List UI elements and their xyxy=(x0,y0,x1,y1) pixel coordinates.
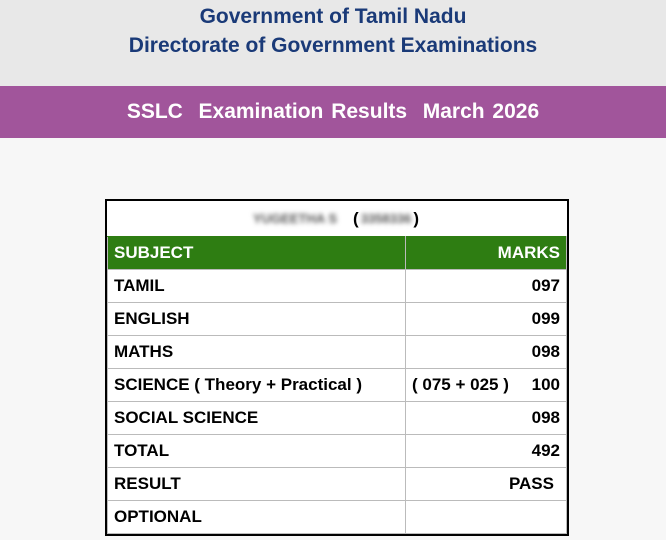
subject-cell: ENGLISH xyxy=(107,302,406,336)
table-row: SCIENCE ( Theory + Practical ) ( 075 + 0… xyxy=(107,368,567,402)
open-paren: ( xyxy=(353,208,359,228)
result-status: PASS xyxy=(405,467,567,501)
marks-cell: 097 xyxy=(405,269,567,303)
table-row: OPTIONAL xyxy=(107,500,567,534)
close-paren: ) xyxy=(413,208,419,228)
marks-column-header: MARKS xyxy=(405,236,567,270)
marks-cell: 098 xyxy=(405,401,567,435)
results-banner: SSLC Examination Results March 2026 xyxy=(0,86,666,138)
banner-title: SSLC Examination Results March 2026 xyxy=(126,100,540,123)
table-row: MATHS 098 xyxy=(107,335,567,369)
marks-table-header: SUBJECT MARKS xyxy=(107,236,567,270)
subject-column-header: SUBJECT xyxy=(107,236,406,270)
marks-cell: 099 xyxy=(405,302,567,336)
page-header: Government of Tamil Nadu Directorate of … xyxy=(0,0,666,86)
subject-cell: OPTIONAL xyxy=(107,500,406,534)
subject-cell: SOCIAL SCIENCE xyxy=(107,401,406,435)
student-name: YUGEETHA S xyxy=(253,211,338,226)
marks-cell: ( 075 + 025 ) 100 xyxy=(405,368,567,402)
table-row: RESULT PASS xyxy=(107,467,567,501)
marks-cell: 492 xyxy=(405,434,567,468)
table-row: TAMIL 097 xyxy=(107,269,567,303)
table-row: TOTAL 492 xyxy=(107,434,567,468)
subject-cell: TOTAL xyxy=(107,434,406,468)
student-identity-row: YUGEETHA S ( 3358336 ) xyxy=(107,201,567,236)
subject-cell: SCIENCE ( Theory + Practical ) xyxy=(107,368,406,402)
marks-cell: 098 xyxy=(405,335,567,369)
table-row: ENGLISH 099 xyxy=(107,302,567,336)
table-row: SOCIAL SCIENCE 098 xyxy=(107,401,567,435)
register-number: 3358336 xyxy=(360,211,412,226)
header-line-government: Government of Tamil Nadu xyxy=(199,5,467,28)
marks-table: SUBJECT MARKS TAMIL 097 ENGLISH 099 MATH… xyxy=(107,236,567,534)
subject-cell: RESULT xyxy=(107,467,406,501)
science-breakdown: ( 075 + 025 ) xyxy=(412,375,509,394)
science-total: 100 xyxy=(531,375,560,394)
marks-cell xyxy=(405,500,567,534)
subject-cell: MATHS xyxy=(107,335,406,369)
results-card: YUGEETHA S ( 3358336 ) SUBJECT MARKS TAM… xyxy=(105,199,569,536)
subject-cell: TAMIL xyxy=(107,269,406,303)
header-line-directorate: Directorate of Government Examinations xyxy=(128,34,538,57)
